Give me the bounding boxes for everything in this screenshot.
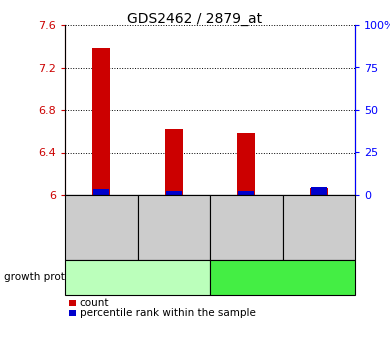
Text: percentile rank within the sample: percentile rank within the sample	[80, 308, 256, 318]
Text: growth protocol ▶: growth protocol ▶	[4, 273, 98, 283]
Text: GDS2462 / 2879_at: GDS2462 / 2879_at	[128, 12, 262, 26]
Bar	[310, 188, 328, 195]
Bar	[237, 134, 255, 195]
Text: count: count	[80, 298, 109, 308]
Text: GSM50011: GSM50011	[96, 201, 106, 254]
Bar	[92, 48, 110, 195]
Bar	[93, 189, 109, 195]
Text: galactose media: galactose media	[236, 273, 329, 283]
Bar	[166, 191, 182, 195]
Text: GSM50009: GSM50009	[241, 201, 251, 254]
Bar	[238, 191, 254, 195]
Text: GSM50012: GSM50012	[169, 201, 179, 254]
Text: glucose media: glucose media	[97, 273, 178, 283]
Bar	[165, 129, 183, 195]
Bar	[311, 187, 327, 195]
Text: GSM50010: GSM50010	[314, 201, 324, 254]
